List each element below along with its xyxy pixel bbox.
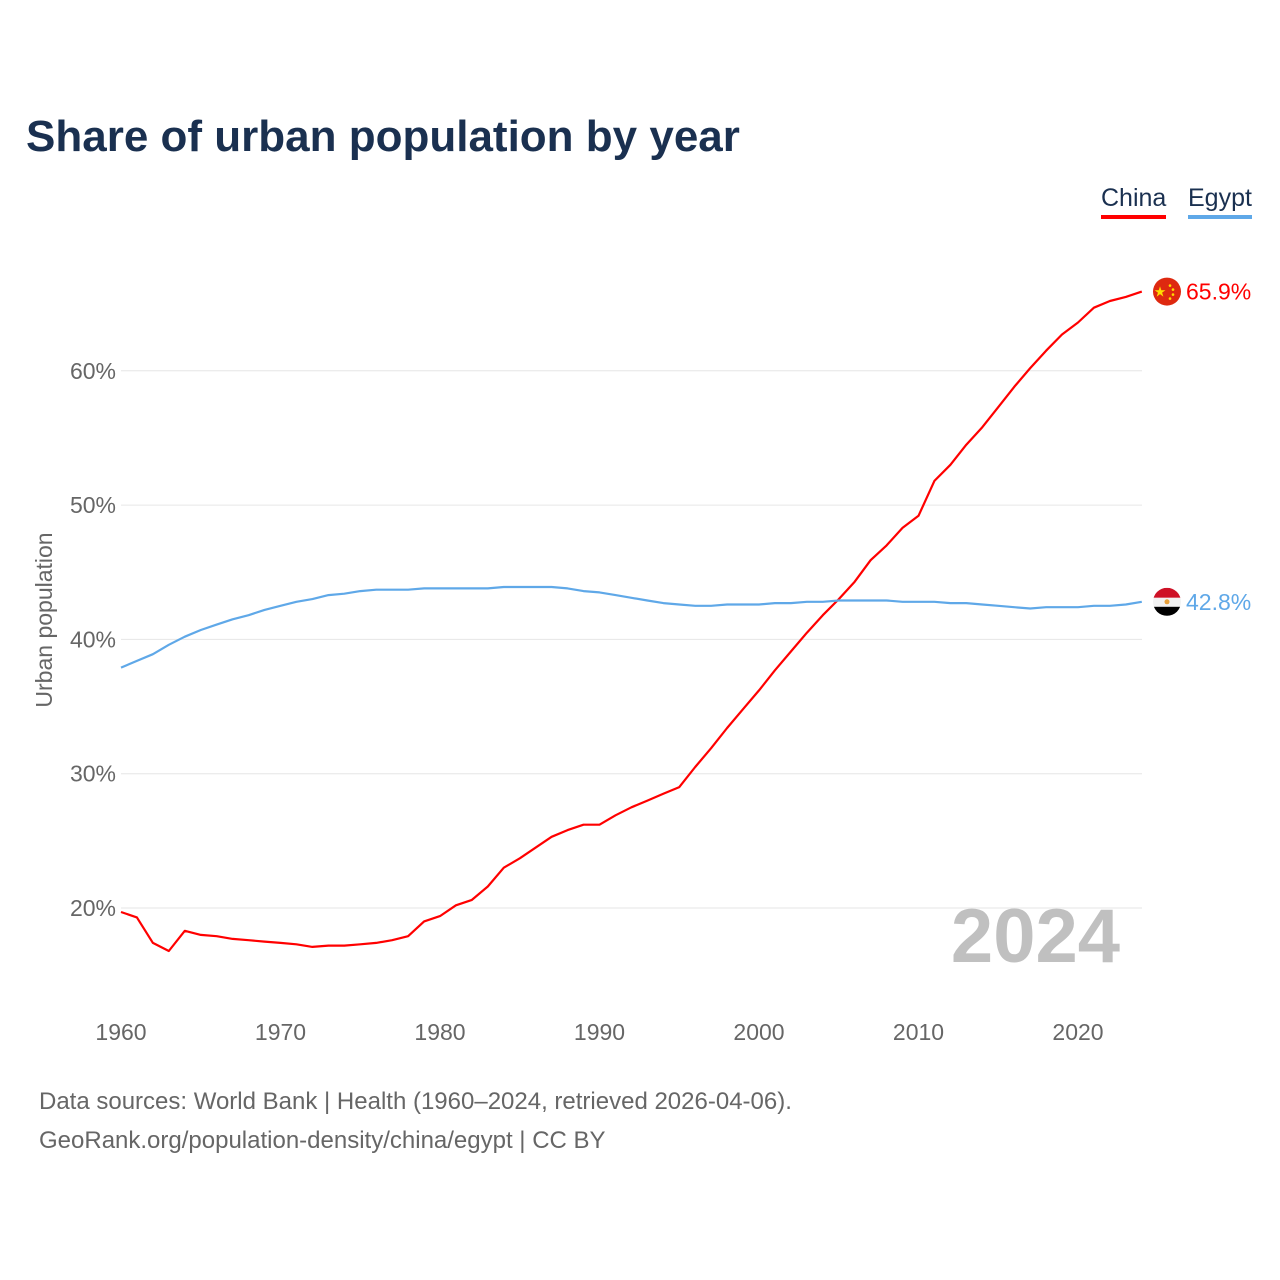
x-tick-label: 2010	[893, 1019, 944, 1045]
x-tick-label: 1970	[255, 1019, 306, 1045]
flag-stripe-black	[1153, 606, 1181, 616]
small-star-icon	[1171, 293, 1175, 296]
y-tick-label: 30%	[70, 761, 116, 787]
end-value-label-china: 65.9%	[1186, 279, 1251, 305]
year-watermark: 2024	[951, 894, 1120, 979]
end-value-label-egypt: 42.8%	[1186, 589, 1251, 615]
x-tick-label: 2000	[733, 1019, 784, 1045]
y-tick-label: 60%	[70, 358, 116, 384]
chart-title: Share of urban population by year	[26, 112, 740, 161]
y-tick-label: 40%	[70, 626, 116, 652]
egypt-flag-icon	[1153, 587, 1181, 616]
small-star-icon	[1168, 297, 1172, 300]
flag-stripe-red	[1153, 587, 1181, 598]
x-tick-label: 2020	[1052, 1019, 1103, 1045]
small-star-icon	[1168, 284, 1172, 287]
x-tick-label: 1980	[414, 1019, 465, 1045]
x-tick-label: 1960	[95, 1019, 146, 1045]
series-line-china	[120, 290, 1143, 953]
y-axis-label: Urban population	[31, 532, 57, 707]
legend-item-china[interactable]: China	[1101, 184, 1167, 219]
series-line-egypt	[120, 585, 1142, 669]
small-star-icon	[1171, 288, 1175, 291]
flag-stripes	[1153, 587, 1181, 616]
star-icon: ★	[1154, 284, 1167, 300]
eagle-icon	[1164, 599, 1170, 605]
y-tick-label: 20%	[70, 895, 116, 921]
legend-item-egypt[interactable]: Egypt	[1188, 184, 1252, 219]
source-link[interactable]: GeoRank.org/population-density/china/egy…	[39, 1127, 606, 1154]
source-note: Data sources: World Bank | Health (1960–…	[39, 1088, 792, 1115]
flag-background	[1153, 277, 1181, 306]
x-tick-label: 1990	[574, 1019, 625, 1045]
china-flag-icon: ★	[1153, 277, 1181, 306]
y-tick-label: 50%	[70, 492, 116, 518]
